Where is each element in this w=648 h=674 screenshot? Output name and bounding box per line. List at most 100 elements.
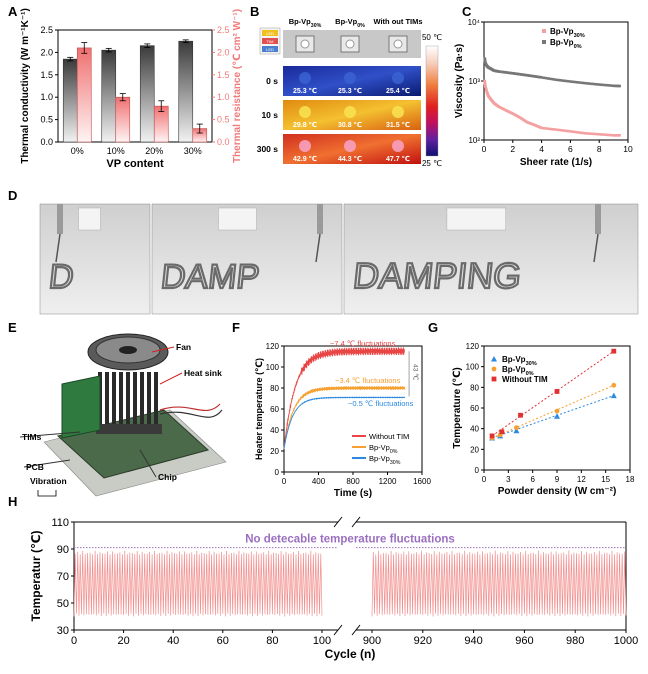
data-point-c <box>554 78 558 82</box>
hot-spot <box>299 72 311 84</box>
data-point-g <box>610 392 617 399</box>
data-point-c <box>552 78 555 81</box>
label-heat-sink: Heat sink <box>184 368 222 378</box>
x-tick-label-c: 4 <box>539 144 544 154</box>
data-point-c <box>564 79 567 83</box>
y2-tick-label-a: 0.0 <box>217 137 230 147</box>
data-point-c <box>552 128 555 131</box>
data-point-c <box>588 132 591 135</box>
temp-label-b: 42.9 ℃ <box>293 155 317 163</box>
y-axis-label-a: Thermal conductivity (W m⁻¹K⁻¹) <box>20 8 31 164</box>
stack-layer <box>262 38 278 44</box>
legend-marker-g <box>491 366 497 372</box>
annotation-f: ~7.4 ℃ fluctuations <box>330 339 396 348</box>
hot-spot <box>392 106 404 118</box>
legend-label-g: Without TIM <box>502 375 548 384</box>
y-axis-label-h: Temperatur (℃) <box>29 531 43 622</box>
data-point-c <box>602 83 606 87</box>
y-tick-label-h: 70 <box>57 571 69 583</box>
hot-spot <box>344 140 356 152</box>
y-tick-label-f: 120 <box>266 342 280 351</box>
thermal-image-panel-b: LED TIM LED Bp-Vp30% Bp-Vp0% With out TIMs 0 s… <box>257 17 442 168</box>
y-tick-label-h: 50 <box>57 598 69 610</box>
led-dot <box>393 39 403 49</box>
data-point-c <box>593 132 596 136</box>
panel-letter-a: A <box>8 4 18 19</box>
legend-label-f: Bp-Vp0% <box>369 443 398 455</box>
data-point-c <box>549 77 553 81</box>
background-block <box>78 207 101 231</box>
y-tick-label-a: 0.0 <box>40 137 53 147</box>
axis-break <box>333 516 343 528</box>
heat-sink-fin <box>133 372 137 428</box>
data-point-c <box>597 83 601 86</box>
data-point-c <box>557 78 560 82</box>
annotation-f: ~3.4 ℃ fluctuations <box>335 376 401 385</box>
x-tick-label-h: 60 <box>217 635 229 647</box>
axis-break <box>351 516 361 528</box>
bar-conductivity <box>62 58 78 143</box>
data-point-c <box>578 81 582 84</box>
data-point-c <box>609 133 613 137</box>
heat-sink-fin <box>140 372 144 428</box>
y-tick-label-c: 10² <box>468 136 480 145</box>
y2-tick-label-a: 1.0 <box>217 92 230 102</box>
data-point-c <box>600 83 603 87</box>
data-point-g <box>518 412 523 418</box>
trend-line-g <box>491 384 614 439</box>
data-point-c <box>561 129 565 132</box>
temp-label-b: 25.3 ℃ <box>338 87 362 95</box>
time-label-b: 10 s <box>261 110 278 120</box>
temperature-trace-right <box>371 550 627 617</box>
x-tick-label-g: 0 <box>482 475 487 484</box>
x-tick-label-h: 0 <box>71 635 77 647</box>
heat-sink-fin <box>147 372 151 428</box>
label-tims: TIMs <box>22 432 42 442</box>
data-point-c <box>547 77 551 80</box>
x-tick-label-g: 9 <box>555 475 560 484</box>
x-tick-label-a: 10% <box>107 146 125 156</box>
stack-layer-label: TIM <box>267 39 274 44</box>
x-tick-label-h: 900 <box>363 635 381 647</box>
data-point-c <box>609 84 613 87</box>
heat-sink-base <box>96 424 162 434</box>
chart-a: 0.0 0.5 1.0 1.5 2.0 2.5 0.0 0.5 1.0 1.5 2.0 2.5 0% 10… <box>20 8 243 170</box>
data-point-c <box>590 82 594 86</box>
bar-resistance <box>76 47 92 143</box>
y-tick-label-f: 0 <box>275 468 280 477</box>
printer-needle <box>55 233 61 263</box>
series-line-f <box>283 396 406 449</box>
y-tick-label-f: 100 <box>266 363 280 372</box>
stack-layer <box>262 46 278 52</box>
wire-black <box>159 409 223 418</box>
data-point-c <box>583 81 587 85</box>
written-text: DAMPING <box>351 255 523 296</box>
data-point-c <box>566 129 570 133</box>
x-tick-label-h: 40 <box>167 635 179 647</box>
printer-needle <box>315 233 321 263</box>
data-point-g <box>554 408 560 414</box>
scale-max-label: 50 ℃ <box>422 33 442 42</box>
panel-letter-b: B <box>250 4 259 19</box>
x-tick-label-h: 960 <box>515 635 533 647</box>
data-point-c <box>607 84 611 87</box>
temperature-trace-left <box>73 550 323 617</box>
legend-marker-c <box>542 40 546 44</box>
legend-marker-g <box>491 356 497 362</box>
bar-conductivity <box>101 49 117 143</box>
data-point-c <box>618 134 621 137</box>
data-point-c <box>597 132 601 136</box>
data-point-c <box>595 132 599 136</box>
background-block <box>446 207 506 231</box>
led-dot <box>300 39 310 49</box>
hot-spot <box>344 72 356 84</box>
y-tick-label-a: 0.5 <box>40 115 53 125</box>
x-tick-label-h: 940 <box>464 635 482 647</box>
stack-layer-label: LED <box>266 31 274 36</box>
driver-board <box>61 375 101 439</box>
legend-marker-c <box>542 29 546 33</box>
temp-label-b: 30.8 ℃ <box>338 121 362 129</box>
y-tick-label-g: 80 <box>470 383 479 392</box>
column-header-b: Bp-Vp30% <box>289 17 322 29</box>
time-label-b: 300 s <box>257 144 279 154</box>
